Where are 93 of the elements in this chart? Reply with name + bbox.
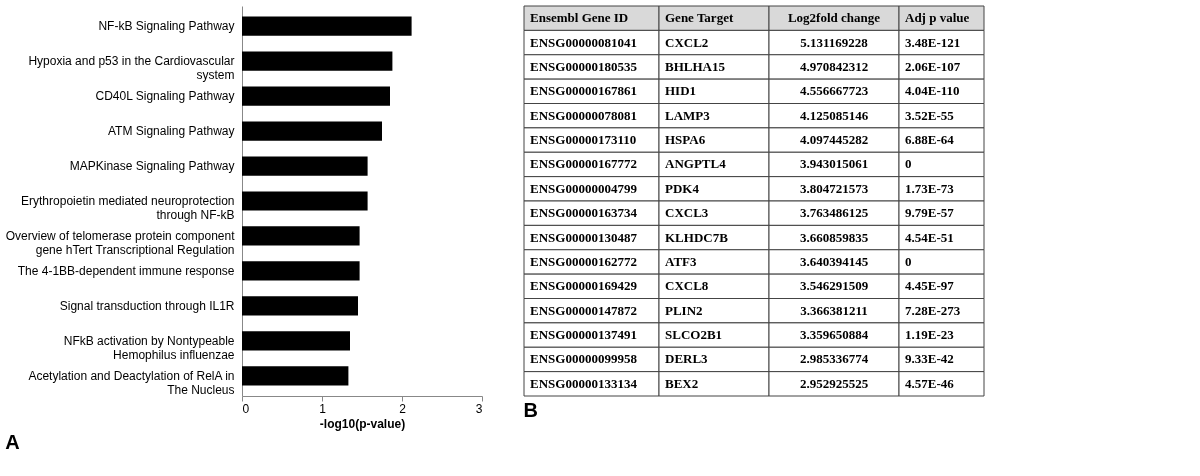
text: ENSG00000173110 (530, 132, 637, 148)
text: ANGPTL4 (665, 156, 727, 172)
bar (242, 156, 368, 176)
y-tick-label: Erythropoietin mediated neuroprotection through NF-kB (21, 194, 235, 222)
text: ENSG00000078081 (530, 107, 637, 123)
bar (242, 366, 349, 386)
bar (242, 191, 368, 211)
y-tick-label: CD40L Signaling Pathway (95, 89, 235, 104)
text: ENSG00000130487 (530, 229, 638, 245)
bar (242, 331, 350, 351)
text: KLHDC7B (665, 229, 729, 245)
text: Ensembl Gene ID (530, 10, 629, 26)
text: PDK4 (665, 180, 700, 196)
text: HSPA6 (665, 132, 706, 148)
text: 3.359650884 (799, 327, 869, 343)
text: ATF3 (665, 253, 698, 269)
text: ENSG00000004799 (530, 180, 638, 196)
y-tick-label: Acetylation and Deactylation of RelA in The Nucleus (28, 368, 235, 397)
text: 4.45E-97 (905, 278, 955, 294)
text: 3.640394145 (799, 253, 869, 269)
text: 2.06E-107 (905, 58, 961, 74)
text: ENSG00000147872 (530, 302, 637, 318)
text: BEX2 (665, 375, 699, 391)
y-tick-label: Hypoxia and p53 in the Cardiovascular system (28, 54, 235, 83)
text: ENSG00000137491 (530, 327, 637, 343)
text: 3.763486125 (799, 205, 869, 221)
text: 3.660859835 (799, 229, 869, 245)
text: CXCL2 (665, 34, 709, 50)
y-tick-label: MAPKinase Signaling Pathway (69, 159, 235, 174)
text: 0 (905, 253, 912, 269)
text: B (523, 398, 538, 421)
text: 6.88E-64 (905, 132, 955, 148)
y-tick-label: Overview of telomerase protein component gene hTert Transcriptional Regulation (5, 228, 236, 257)
text: 3.48E-121 (905, 34, 961, 50)
text: CXCL3 (665, 205, 709, 221)
text: ENSG00000133134 (530, 375, 638, 391)
text: 3.943015061 (799, 156, 869, 172)
y-tick-label: ATM Signaling Pathway (107, 124, 235, 139)
bar (242, 86, 390, 106)
y-tick-label: NFkB activation by Nontypeable Hemophilus influenzae (63, 333, 235, 362)
text: 3.804721573 (799, 180, 869, 196)
text: 9.33E-42 (905, 351, 954, 367)
text: 4.097445282 (799, 132, 869, 148)
bar (242, 51, 393, 71)
text: 3.546291509 (799, 278, 869, 294)
text: ENSG00000167861 (530, 83, 637, 99)
text: ENSG00000099958 (530, 351, 638, 367)
text: 2.985336774 (799, 351, 869, 367)
text: 4.556667723 (799, 83, 869, 99)
bar (242, 226, 360, 246)
text: 4.125085146 (799, 107, 869, 123)
text: PLIN2 (665, 302, 703, 318)
text: HID1 (665, 83, 697, 99)
y-tick-label: NF-kB Signaling Pathway (98, 19, 235, 34)
text: 2.952925525 (799, 375, 869, 391)
x-axis-title: -log10(p-value) (319, 416, 406, 431)
text: ENSG00000180535 (530, 58, 638, 74)
text: 4.04E-110 (905, 83, 960, 99)
text: Log2fold change (787, 10, 881, 26)
y-tick-label: The 4-1BB-dependent immune response (17, 263, 235, 278)
text: 0 (905, 156, 912, 172)
text: 4.57E-46 (905, 375, 955, 391)
y-tick-label: Signal transduction through IL1R (59, 298, 235, 313)
text: 4.54E-51 (905, 229, 954, 245)
x-tick-label: 1 (319, 401, 327, 416)
text: ENSG00000081041 (530, 34, 637, 50)
text: 5.131169228 (800, 34, 869, 50)
text: LAMP3 (665, 107, 711, 123)
text: 3.366381211 (800, 302, 868, 318)
text: ENSG00000167772 (530, 156, 637, 172)
x-tick-label: 0 (242, 401, 250, 416)
text: 3.52E-55 (905, 107, 955, 123)
x-tick-label: 3 (475, 401, 483, 416)
text: ENSG00000169429 (530, 278, 638, 294)
text: ENSG00000162772 (530, 253, 637, 269)
text: ENSG00000163734 (530, 205, 638, 221)
text: A (5, 431, 20, 453)
text: Adj p value (905, 10, 970, 26)
text: SLCO2B1 (665, 327, 723, 343)
text: 1.73E-73 (905, 180, 955, 196)
text: DERL3 (665, 351, 709, 367)
text: 1.19E-23 (905, 327, 955, 343)
text: 9.79E-57 (905, 205, 955, 221)
text: CXCL8 (665, 278, 709, 294)
bar (242, 296, 358, 316)
bar (242, 16, 412, 36)
text: BHLHA15 (665, 58, 726, 74)
text: Gene Target (665, 10, 734, 26)
bar (242, 121, 382, 141)
text: 4.970842312 (799, 58, 869, 74)
x-tick-label: 2 (399, 401, 407, 416)
text: 7.28E-273 (905, 302, 961, 318)
bar (242, 261, 360, 281)
